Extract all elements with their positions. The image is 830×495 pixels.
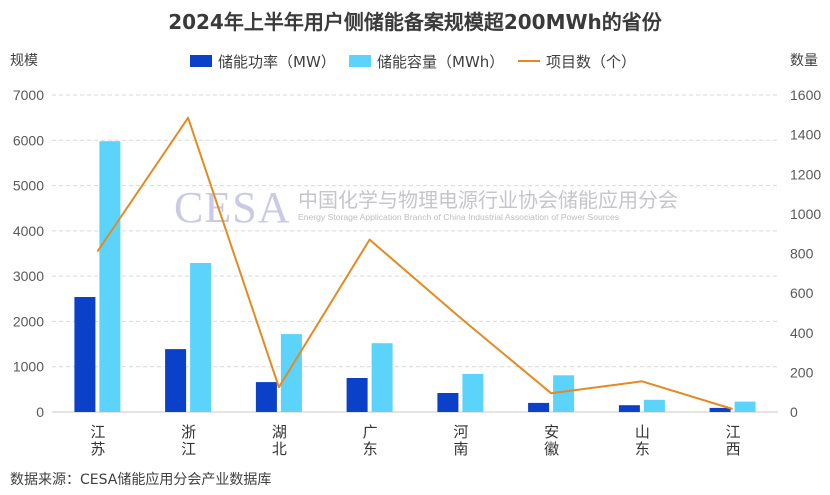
data-source-note: 数据来源：CESA储能应用分会产业数据库 [10,472,272,488]
x-axis-tick-label: 江西 [723,424,742,458]
legend-swatch-projects [518,60,540,62]
right-axis-tick-label: 1600 [790,87,821,103]
capacity-bar-6 [553,375,575,412]
power-bar-3 [255,382,277,412]
legend-swatch-power [190,55,212,67]
right-axis-tick-label: 0 [790,404,798,420]
watermark-logo: CESA [174,183,291,232]
watermark-name-cn: 中国化学与物理电源行业协会储能应用分会 [298,188,678,212]
legend-label-power: 储能功率（MW） [218,52,336,71]
right-axis-tick-label: 1000 [790,206,821,222]
line-layer [96,116,733,410]
left-axis-tick-label: 7000 [13,87,44,103]
x-axis-tick-label: 湖北 [269,424,288,458]
x-axis-tick-label: 浙江 [179,424,198,458]
left-axis-tick-label: 1000 [13,359,44,375]
right-axis-tick-label: 800 [790,246,814,262]
power-bar-5 [437,393,459,412]
tick-layer: 0 1000 2000 3000 4000 5000 6000 7000 0 200 400 600 8… [13,87,822,420]
power-bar-2 [165,349,187,412]
legend-item-capacity: 储能容量（MWh） [349,51,504,71]
left-axis-tick-label: 5000 [13,178,44,194]
x-axis-tick-label: 广东 [360,424,379,458]
left-axis-tick-label: 4000 [13,223,44,239]
power-bar-1 [74,297,96,412]
bar-layer [74,141,756,412]
x-axis-tick-label: 河南 [451,424,470,458]
chart-title: 2024年上半年用户侧储能备案规模超200MWh的省份 [168,10,662,34]
right-axis-tick-label: 600 [790,285,814,301]
x-axis-tick-label: 山东 [632,424,651,458]
x-axis-tick-label: 江苏 [88,424,107,458]
left-axis-tick-label: 0 [36,404,44,420]
projects-line [96,116,733,410]
right-axis-tick-label: 400 [790,325,814,341]
x-axis-tick-label: 安徽 [542,424,561,458]
capacity-bar-3 [280,334,302,412]
left-axis-tick-label: 2000 [13,313,44,329]
power-bar-6 [528,402,550,412]
legend-item-power: 储能功率（MW） [190,51,336,71]
right-axis-tick-label: 1200 [790,166,821,182]
left-axis-title: 规模 [10,53,38,69]
left-axis-tick-label: 3000 [13,268,44,284]
legend-label-capacity: 储能容量（MWh） [377,52,505,71]
watermark-name-en: Energy Storage Application Branch of Chi… [298,212,620,222]
capacity-bar-4 [371,343,393,412]
capacity-bar-8 [734,401,756,412]
left-axis-tick-label: 6000 [13,132,44,148]
capacity-bar-2 [190,263,212,412]
legend-label-projects: 项目数（个） [546,52,637,71]
power-bar-7 [618,405,640,412]
capacity-bar-5 [462,374,484,412]
legend-item-projects: 项目数（个） [518,51,636,71]
capacity-bar-7 [643,399,665,412]
legend-swatch-capacity [349,55,371,67]
right-axis-tick-label: 200 [790,364,814,380]
grid-layer [52,94,778,413]
power-bar-8 [709,407,731,412]
power-bar-4 [346,378,368,412]
right-axis-title: 数量 [790,53,818,69]
capacity-bar-1 [99,141,121,412]
right-axis-tick-label: 1400 [790,127,821,143]
